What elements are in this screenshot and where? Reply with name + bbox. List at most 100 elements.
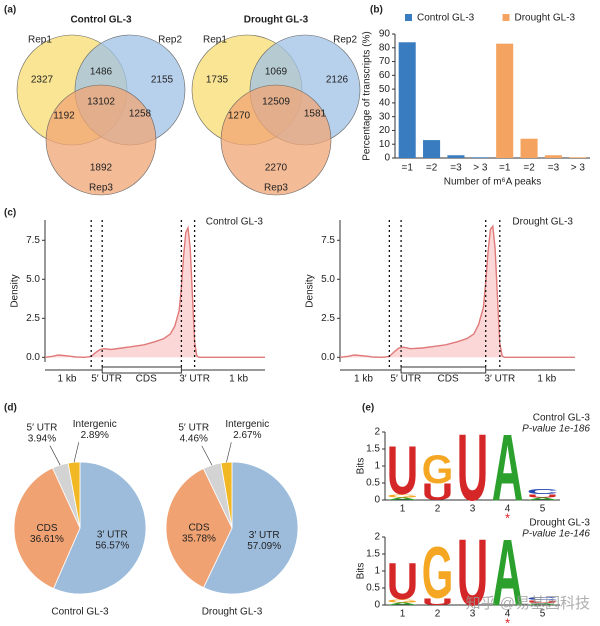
logo-letter: A	[387, 602, 419, 606]
line-title: Drought GL-3	[512, 217, 573, 228]
panel-label: (b)	[370, 5, 383, 16]
logo-title: Drought GL-3	[529, 518, 590, 529]
density-area	[45, 227, 265, 358]
slice-label: CDS	[36, 523, 57, 534]
region-count: 2126	[326, 75, 349, 86]
y-tick-label: 1.5	[366, 549, 380, 560]
y-tick-label: 2.5	[26, 313, 40, 324]
y-tick-label: 40	[379, 98, 391, 109]
venn-title: Drought GL-3	[244, 15, 309, 26]
y-tick-label: 0.5	[366, 478, 380, 489]
logo-letter: U	[527, 600, 559, 604]
x-tick-label: 1	[400, 609, 406, 620]
logo-letter: U	[387, 432, 419, 509]
y-tick-label: 0.0	[26, 352, 40, 363]
x-axis-label: Number of m⁶A peaks	[444, 177, 542, 188]
region-count: 1581	[304, 109, 327, 120]
logo-letter: U	[387, 552, 419, 610]
region-count: 2327	[31, 75, 54, 86]
x-tick-label: > 3	[473, 163, 488, 174]
y-tick-label: 5.0	[321, 274, 335, 285]
leader-line	[201, 445, 213, 466]
panel-label: (d)	[4, 403, 17, 414]
x-tick-label: 3	[470, 609, 476, 620]
region-count: 1258	[129, 109, 152, 120]
y-tick-label: 90	[379, 29, 391, 40]
slice-label: 3′ UTR	[97, 529, 128, 540]
panel-label: (a)	[4, 5, 16, 16]
set-label: Rep1	[28, 35, 52, 46]
y-axis-label: Density	[305, 274, 316, 307]
pie-slice	[67, 461, 81, 529]
y-axis-label: Density	[10, 274, 21, 307]
logo-letter: U	[422, 478, 454, 505]
y-axis-label: Bits	[356, 458, 367, 475]
region-label: CDS	[438, 374, 459, 385]
region-count: 1735	[206, 75, 229, 86]
logo-letter: A	[492, 415, 524, 520]
y-tick-label: 70	[379, 56, 391, 67]
region-label: 1 kb	[354, 374, 373, 385]
logo-letter: U	[457, 415, 489, 520]
slice-value: 35.78%	[182, 534, 216, 545]
bar	[471, 157, 489, 158]
region-label: 3′ UTR	[179, 374, 210, 385]
region-count: 12509	[262, 97, 290, 108]
x-tick-label: =1	[401, 163, 413, 174]
legend-label: Drought GL-3	[515, 13, 576, 24]
x-tick-label: =2	[426, 163, 438, 174]
y-axis-label: Percentage of transcripts (%)	[362, 31, 373, 161]
venn-circle	[220, 84, 332, 196]
bar	[544, 155, 562, 158]
slice-label: 3′ UTR	[249, 530, 280, 541]
pie-slice	[13, 467, 81, 589]
logo-letter: G	[422, 448, 454, 492]
set-label: Rep2	[158, 35, 182, 46]
bar	[447, 155, 465, 158]
y-axis-label: Bits	[356, 563, 367, 580]
y-tick-label: 1	[374, 461, 380, 472]
x-tick-label: > 3	[571, 163, 586, 174]
x-tick-label: 1	[400, 504, 406, 515]
region-label: 1 kb	[537, 374, 556, 385]
region-label: 5′ UTR	[91, 374, 122, 385]
logo-letter: A	[492, 520, 524, 625]
y-tick-label: 50	[379, 84, 391, 95]
legend-swatch	[502, 14, 510, 21]
logo-letter: G	[387, 598, 419, 603]
set-label: Rep1	[203, 35, 227, 46]
slice-label: 5′ UTR	[178, 422, 209, 433]
region-count: 13102	[87, 97, 115, 108]
region-label: 1 kb	[229, 374, 248, 385]
logo-letter: C	[527, 596, 559, 601]
y-tick-label: 10	[379, 139, 391, 150]
significance-marker: *	[505, 510, 510, 525]
slice-value: 2.67%	[233, 430, 261, 441]
density-line	[339, 224, 575, 359]
set-label: Rep2	[333, 35, 357, 46]
density-area	[340, 226, 575, 358]
set-label: Rep3	[89, 183, 113, 194]
slice-value: 3.94%	[28, 433, 56, 444]
slice-value: 4.46%	[180, 433, 208, 444]
slice-label: CDS	[188, 523, 209, 534]
pie-slice	[53, 461, 147, 595]
bar	[496, 43, 514, 159]
x-tick-label: 2	[435, 504, 441, 515]
x-tick-label: =1	[499, 163, 511, 174]
pie-title: Drought GL-3	[202, 607, 263, 618]
x-tick-label: 3	[470, 504, 476, 515]
y-tick-label: 30	[379, 111, 391, 122]
logo-subtitle: P-value 1e-146	[522, 529, 590, 540]
y-tick-label: 2	[374, 532, 380, 543]
y-tick-label: 20	[379, 125, 391, 136]
logo-subtitle: P-value 1e-186	[522, 424, 590, 435]
x-tick-label: 4	[505, 609, 511, 620]
y-tick-label: 0	[374, 600, 380, 611]
region-label: 5′ UTR	[390, 374, 421, 385]
significance-marker: *	[505, 615, 510, 626]
logo-letter: U	[527, 493, 559, 498]
y-tick-label: 1.5	[366, 444, 380, 455]
leader-line	[49, 445, 61, 466]
y-tick-label: 80	[379, 42, 391, 53]
